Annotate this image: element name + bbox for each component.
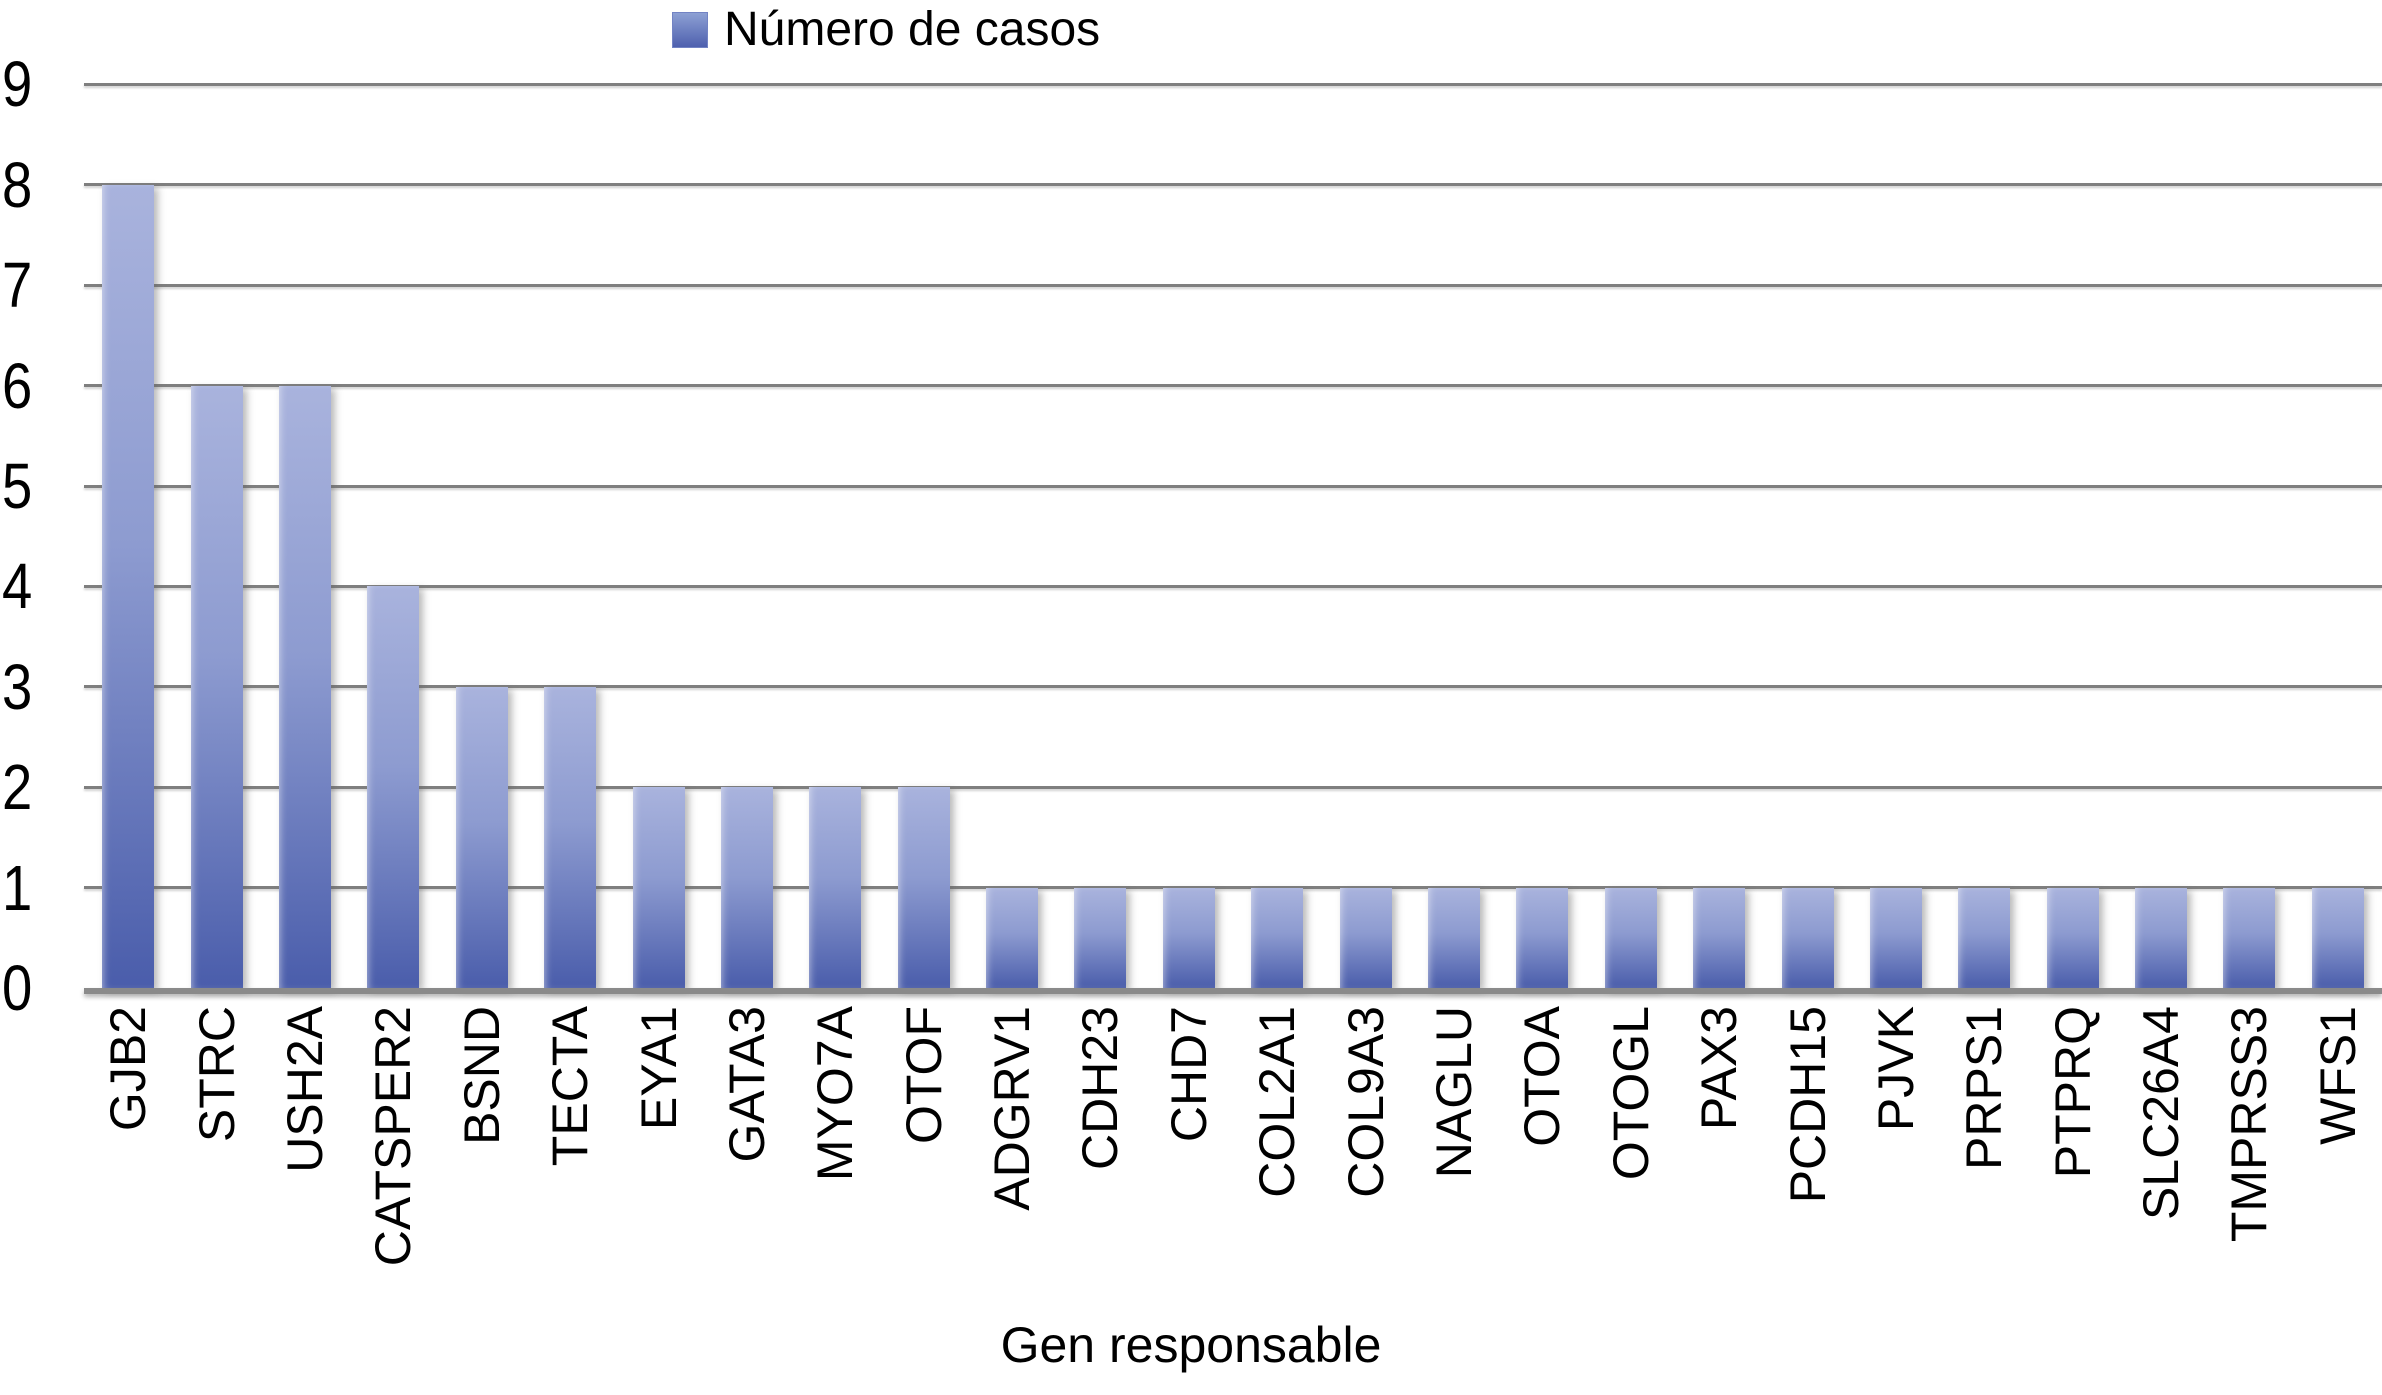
x-tick-label: TECTA [542,1006,599,1167]
x-tick-label: TMPRSS3 [2221,1006,2278,1243]
y-tick-label: 6 [2,349,33,422]
bar [809,787,862,988]
x-tick-label: PRPS1 [1956,1006,2013,1170]
y-tick-label: 0 [2,952,33,1024]
x-tick-label: PTPRQ [2044,1006,2101,1179]
bar [1074,887,1127,988]
x-tick-label: CDH23 [1072,1006,1129,1170]
y-tick-label: 2 [2,751,33,824]
bar [102,184,155,988]
bar [2135,887,2188,988]
x-tick-label: PJVK [1867,1006,1924,1132]
bar [455,686,508,988]
gridline [84,685,2382,689]
bar [1869,887,1922,988]
y-tick-label: 9 [2,48,33,121]
x-tick-label: WFS1 [2309,1006,2366,1145]
x-tick-label: PAX3 [1691,1006,1748,1131]
x-tick-label: MYO7A [807,1006,864,1182]
bar [1516,887,1569,988]
bar [2223,887,2276,988]
bar [897,787,950,988]
legend-label: Número de casos [724,3,1101,56]
y-tick-label: 5 [2,450,33,522]
gridline [84,886,2382,890]
bar [1958,887,2011,988]
x-tick-label: STRC [188,1006,245,1143]
bar [367,586,420,988]
x-tick-label: SLC26A4 [2133,1006,2190,1221]
x-tick-label: COL9A3 [1337,1006,1394,1198]
x-tick-label: GATA3 [718,1006,775,1163]
x-tick-label: ADGRV1 [984,1006,1041,1211]
x-axis-title: Gen responsable [1000,1317,1382,1373]
bar [544,686,597,988]
x-tick-label: COL2A1 [1249,1006,1306,1198]
bar [1427,887,1480,988]
x-tick-label: NAGLU [1425,1006,1482,1179]
bar [986,887,1039,988]
gridline [84,183,2382,187]
x-tick-label: CHD7 [1160,1006,1217,1143]
gridline [84,283,2382,287]
x-tick-label: OTOF [895,1006,952,1144]
gridline [84,785,2382,789]
bar [1693,887,1746,988]
bar [632,787,685,988]
legend-color-swatch [672,12,708,48]
y-tick-label: 7 [2,249,33,322]
x-tick-label: PCDH15 [1779,1006,1836,1204]
y-tick-label: 8 [2,148,33,221]
x-tick-label: BSND [453,1006,510,1145]
bar [1781,887,1834,988]
x-axis-line [84,988,2382,994]
gridline [84,484,2382,488]
x-tick-label: CATSPER2 [365,1006,422,1267]
x-tick-label: USH2A [276,1006,333,1173]
bar [1339,887,1392,988]
x-tick-label: EYA1 [630,1006,687,1131]
bar [2046,887,2099,988]
bar [720,787,773,988]
gridline [84,584,2382,588]
bar [1251,887,1304,988]
bar [1604,887,1657,988]
bar [278,385,331,988]
bar [190,385,243,988]
bar [2311,887,2364,988]
y-tick-label: 1 [2,851,33,924]
bar [1162,887,1215,988]
x-tick-label: OTOA [1514,1006,1571,1147]
gridline [84,82,2382,86]
y-tick-label: 4 [2,550,33,623]
gridline [84,384,2382,388]
x-tick-label: GJB2 [100,1006,157,1132]
y-tick-label: 3 [2,650,33,723]
x-tick-label: OTOGL [1602,1006,1659,1181]
